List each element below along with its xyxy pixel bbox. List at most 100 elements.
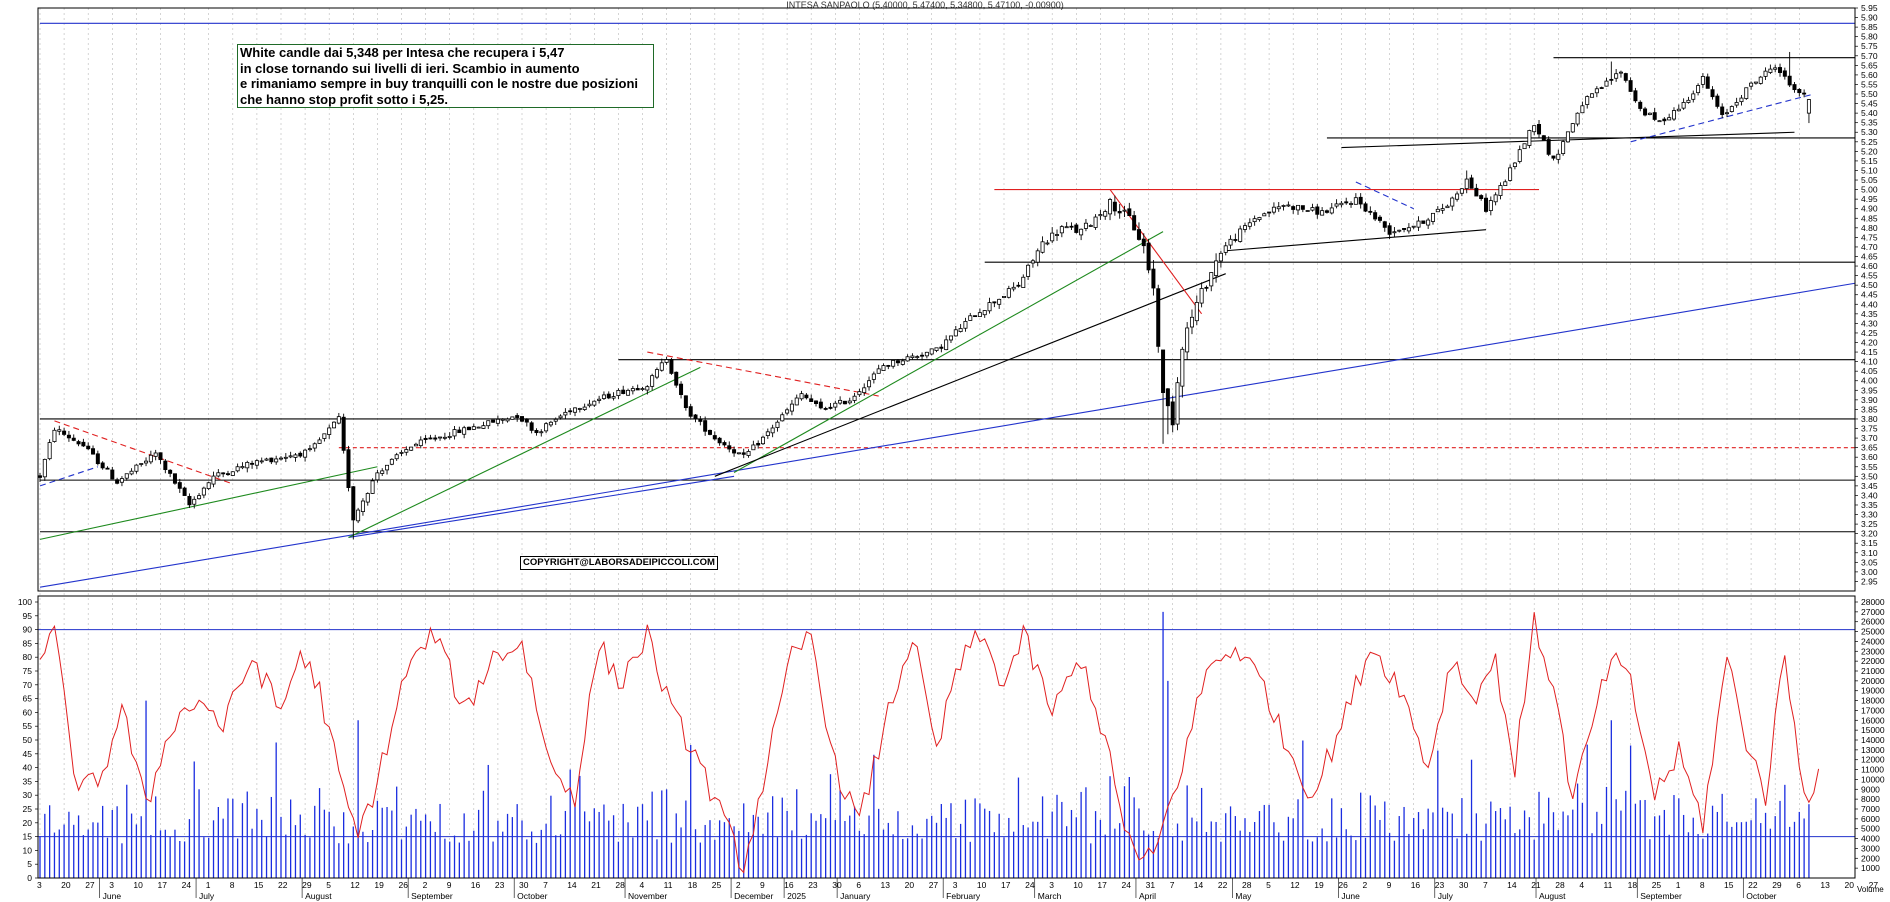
date-tick-label: 14 xyxy=(1194,880,1204,890)
candle-body xyxy=(1696,85,1701,94)
candle-body xyxy=(1691,93,1696,100)
candle-body xyxy=(1093,216,1098,228)
candle-body xyxy=(529,422,534,431)
candle-body xyxy=(293,454,298,458)
price-tick-label: 3.55 xyxy=(1861,462,1878,472)
price-tick-label: 4.85 xyxy=(1861,213,1878,223)
candle-body xyxy=(900,360,905,365)
candle-body xyxy=(1151,268,1156,289)
candle-body xyxy=(1512,162,1517,168)
price-tick-label: 3.65 xyxy=(1861,443,1878,453)
month-label: May xyxy=(1235,891,1252,901)
month-label: December xyxy=(734,891,773,901)
price-tick-label: 4.15 xyxy=(1861,347,1878,357)
price-tick-label: 4.10 xyxy=(1861,357,1878,367)
date-tick-label: 8 xyxy=(230,880,235,890)
price-tick-label: 3.50 xyxy=(1861,471,1878,481)
candle-body xyxy=(1112,201,1117,212)
candle-body xyxy=(317,439,322,444)
oscillator-tick-label: 40 xyxy=(23,763,33,773)
candle-body xyxy=(433,437,438,440)
candle-body xyxy=(1011,286,1016,290)
candle-body xyxy=(466,426,471,431)
candle-body xyxy=(929,348,934,355)
candle-body xyxy=(563,411,568,416)
volume-tick-label: 20000 xyxy=(1861,676,1885,686)
month-label: July xyxy=(199,891,215,901)
candle-body xyxy=(158,452,163,461)
candle-body xyxy=(683,395,688,409)
candle-body xyxy=(1083,222,1088,229)
candle-body xyxy=(1262,213,1267,217)
candle-body xyxy=(1580,105,1585,114)
date-tick-label: 9 xyxy=(760,880,765,890)
price-tick-label: 4.05 xyxy=(1861,366,1878,376)
candle-body xyxy=(438,436,443,439)
date-tick-label: 5 xyxy=(1266,880,1271,890)
candle-body xyxy=(1744,87,1749,99)
trendline xyxy=(1109,189,1203,315)
candle-body xyxy=(910,355,915,359)
candle-body xyxy=(640,388,645,391)
candle-body xyxy=(611,396,616,399)
candle-body xyxy=(732,449,737,454)
date-tick-label: 20 xyxy=(905,880,915,890)
candle-body xyxy=(1594,88,1599,94)
candle-body xyxy=(1671,110,1676,120)
candle-body xyxy=(876,368,881,374)
candle-body xyxy=(221,472,226,475)
candle-body xyxy=(1247,222,1252,227)
price-tick-label: 5.70 xyxy=(1861,51,1878,61)
candle-body xyxy=(148,454,153,463)
trendline xyxy=(714,273,1226,477)
price-tick-label: 4.50 xyxy=(1861,280,1878,290)
trendlines xyxy=(39,93,1856,588)
candle-body xyxy=(380,470,385,474)
candle-body xyxy=(736,452,741,455)
price-tick-label: 5.00 xyxy=(1861,185,1878,195)
candle-body xyxy=(1122,209,1127,212)
candle-body xyxy=(982,310,987,316)
candle-body xyxy=(1132,215,1137,231)
candle-body xyxy=(1223,245,1228,253)
trendline xyxy=(733,231,1164,473)
candle-body xyxy=(1469,177,1474,189)
candle-body xyxy=(1064,226,1069,229)
candle-body xyxy=(1059,226,1064,234)
candle-body xyxy=(1074,224,1079,233)
candle-body xyxy=(332,421,337,429)
price-tick-label: 5.15 xyxy=(1861,156,1878,166)
date-tick-label: 23 xyxy=(808,880,818,890)
candle-body xyxy=(1686,99,1691,103)
candle-body xyxy=(1397,229,1402,232)
candle-body xyxy=(630,388,635,392)
candle-body xyxy=(1387,225,1392,235)
candle-body xyxy=(491,419,496,423)
candle-body xyxy=(312,443,317,449)
candle-body xyxy=(1561,141,1566,154)
candle-body xyxy=(650,375,655,387)
candle-body xyxy=(1344,201,1349,204)
candle-body xyxy=(95,453,100,465)
candle-body xyxy=(1358,196,1363,205)
month-label: October xyxy=(1746,891,1776,901)
annotation-line: White candle dai 5,348 per Intesa che re… xyxy=(240,45,565,60)
candle-body xyxy=(1778,67,1783,73)
date-tick-label: 14 xyxy=(567,880,577,890)
date-tick-label: 6 xyxy=(856,880,861,890)
date-tick-label: 29 xyxy=(1772,880,1782,890)
candle-body xyxy=(1016,284,1021,287)
price-tick-label: 4.30 xyxy=(1861,318,1878,328)
candle-body xyxy=(1570,123,1575,133)
candle-body xyxy=(428,437,433,440)
candle-body xyxy=(920,354,925,357)
candle-body xyxy=(1440,208,1445,211)
candle-body xyxy=(992,301,997,304)
trendline xyxy=(348,475,735,539)
candle-body xyxy=(1782,70,1787,77)
date-tick-label: 2 xyxy=(736,880,741,890)
candle-body xyxy=(57,429,62,432)
candle-body xyxy=(457,429,462,434)
candle-body xyxy=(544,423,549,432)
date-tick-label: 22 xyxy=(1218,880,1228,890)
